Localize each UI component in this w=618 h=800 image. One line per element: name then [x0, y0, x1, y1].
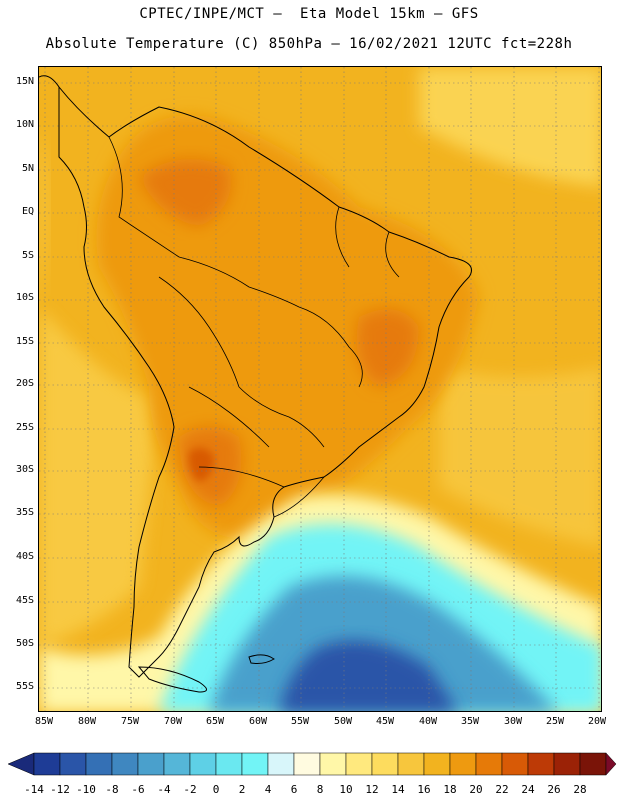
field-pacific-south [39, 307, 159, 647]
coastline-central-america [39, 75, 60, 88]
colorbar-swatch [111, 752, 139, 776]
colorbar-swatch [85, 752, 113, 776]
colorbar-tick: 8 [316, 783, 324, 796]
colorbar-swatch [267, 752, 295, 776]
colorbar-tick: 10 [339, 783, 353, 796]
colorbar-low-arrow [7, 752, 35, 776]
lon-label: 30W [503, 716, 523, 727]
lon-label: 20W [587, 716, 607, 727]
field-atlantic-north [419, 67, 601, 187]
lat-label: 10S [15, 292, 34, 303]
lon-label: 70W [163, 716, 183, 727]
colorbar-swatch [397, 752, 425, 776]
lat-label: 25S [15, 422, 34, 433]
field-hot-east [356, 309, 419, 387]
lon-label: 40W [418, 716, 438, 727]
colorbar-tick: 4 [264, 783, 272, 796]
lat-label: 50S [15, 638, 34, 649]
lat-label: 5N [21, 163, 34, 174]
colorbar-tick: -14 [24, 783, 44, 796]
lon-label: 60W [248, 716, 268, 727]
colorbar-tick: 22 [495, 783, 509, 796]
colorbar-swatch [475, 752, 503, 776]
lat-label: 30S [15, 464, 34, 475]
map-title-line1: CPTEC/INPE/MCT – Eta Model 15km – GFS [139, 6, 479, 22]
colorbar-swatch [293, 752, 321, 776]
colorbar-tick: 18 [443, 783, 457, 796]
lon-label: 55W [290, 716, 310, 727]
colorbar-tick: -8 [105, 783, 119, 796]
colorbar-swatch [553, 752, 581, 776]
colorbar-tick: 16 [417, 783, 431, 796]
lat-label: 20S [15, 378, 34, 389]
colorbar [7, 752, 617, 776]
lat-label: 40S [15, 551, 34, 562]
field-pacific-north [39, 67, 49, 307]
colorbar-swatch [241, 752, 269, 776]
field-hottest [188, 448, 214, 482]
colorbar-swatch [501, 752, 529, 776]
lat-label: 15S [15, 336, 34, 347]
colorbar-tick: -4 [157, 783, 171, 796]
lon-label: 85W [34, 716, 54, 727]
colorbar-swatch [345, 752, 373, 776]
colorbar-tick: 12 [365, 783, 379, 796]
colorbar-tick: 28 [573, 783, 587, 796]
lat-label: 15N [15, 76, 34, 87]
colorbar-swatch [579, 752, 607, 776]
colorbar-swatch [59, 752, 87, 776]
colorbar-tick: 20 [469, 783, 483, 796]
colorbar-tick: 14 [391, 783, 405, 796]
colorbar-high-arrow [605, 752, 617, 776]
colorbar-swatch [137, 752, 165, 776]
colorbar-tick: 26 [547, 783, 561, 796]
temperature-map [38, 66, 602, 712]
country-borders [108, 136, 400, 518]
colorbar-swatch [33, 752, 61, 776]
colorbar-swatch [319, 752, 347, 776]
lon-label: 80W [77, 716, 97, 727]
lat-label: 45S [15, 595, 34, 606]
field-atlantic-mid [439, 367, 601, 547]
colorbar-tick: -12 [50, 783, 70, 796]
colorbar-tick: 2 [238, 783, 246, 796]
lat-label: 5S [21, 250, 34, 261]
colorbar-swatch [371, 752, 399, 776]
field-hot-north [139, 159, 231, 227]
colorbar-swatch [163, 752, 191, 776]
colorbar-swatch [449, 752, 477, 776]
lon-label: 25W [545, 716, 565, 727]
colorbar-tick: 0 [212, 783, 220, 796]
coastline-tierra-del-fuego [137, 666, 207, 693]
colorbar-tick: -6 [131, 783, 145, 796]
lat-label: 35S [15, 507, 34, 518]
lon-label: 75W [120, 716, 140, 727]
coastline-falklands [248, 654, 275, 664]
lon-label: 35W [460, 716, 480, 727]
colorbar-tick: -2 [183, 783, 197, 796]
map-canvas [39, 67, 601, 711]
lat-label: EQ [21, 206, 34, 217]
colorbar-tick: 24 [521, 783, 535, 796]
lat-label: 55S [15, 681, 34, 692]
colorbar-swatch [527, 752, 555, 776]
colorbar-swatch [215, 752, 243, 776]
lon-label: 45W [375, 716, 395, 727]
colorbar-tick: -10 [76, 783, 96, 796]
coastline-south-america [58, 85, 472, 678]
lon-label: 65W [205, 716, 225, 727]
map-title-line2: Absolute Temperature (C) 850hPa – 16/02/… [45, 36, 573, 52]
lat-label: 10N [15, 119, 34, 130]
colorbar-swatch [423, 752, 451, 776]
colorbar-swatch [189, 752, 217, 776]
colorbar-tick: 6 [290, 783, 298, 796]
field-south-coldest [279, 640, 458, 711]
lon-label: 50W [333, 716, 353, 727]
